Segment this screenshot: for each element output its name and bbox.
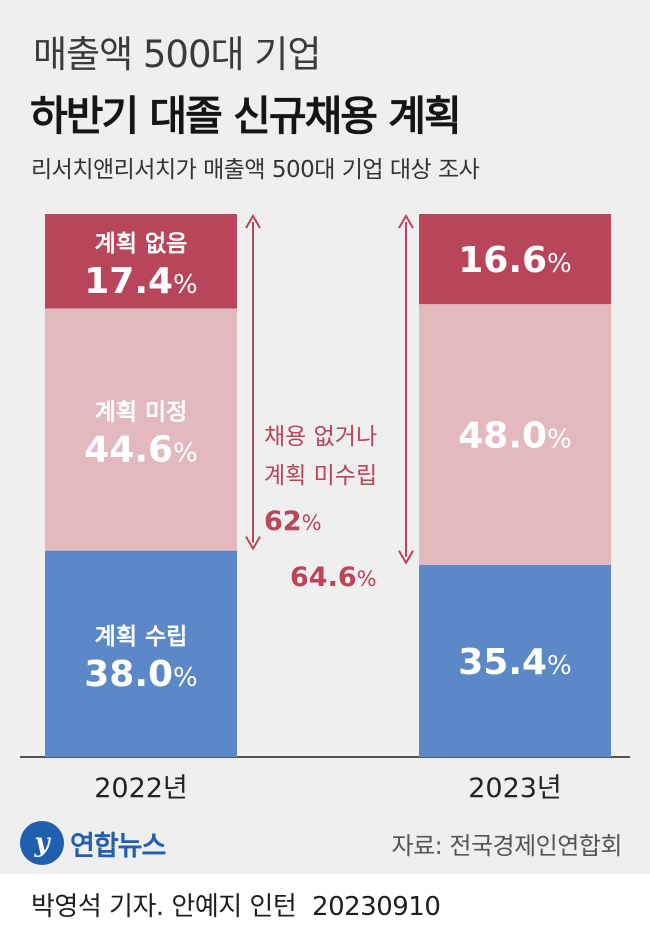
annotation-line1: 채용 없거나: [264, 424, 377, 450]
byline-date: 20230910: [312, 892, 441, 922]
bar-segment-1-2: [419, 564, 611, 757]
byline: 박영석 기자. 안예지 인턴 20230910: [31, 886, 441, 923]
arrow-2022-head-top: [245, 214, 261, 229]
bar-segment-3-1: [45, 214, 237, 309]
value-label-2023-3: 16.6%: [458, 240, 572, 281]
annotation-value-2023: 64.6%: [290, 562, 377, 593]
arrow-2023-head-bottom: [398, 550, 414, 565]
category-label-2: 2023년: [468, 773, 562, 804]
logo-text: 연합뉴스: [70, 830, 166, 862]
value-label-2022-3: 17.4%: [84, 261, 198, 302]
value-label-2022-2: 44.6%: [84, 430, 198, 471]
byline-author: 박영석 기자. 안예지 인턴: [31, 892, 297, 922]
annotation-line2: 계획 미수립: [264, 463, 377, 489]
source-text: 자료: 전국경제인연합회: [391, 832, 622, 860]
arrow-2023-head-top: [398, 214, 414, 229]
byline-bar: [0, 874, 650, 939]
value-label-2023-2: 48.0%: [458, 415, 572, 456]
bar-segment-3-2: [419, 214, 611, 305]
value-label-2022-1: 38.0%: [84, 654, 198, 695]
value-label-2023-1: 35.4%: [458, 642, 572, 683]
title-light: 매출액 500대 기업: [33, 33, 321, 76]
arrow-2022-head-bottom: [245, 536, 261, 551]
bar-segment-2-1: [45, 308, 237, 551]
stacked-bar-chart: 계획 수립 38.0% 계획 미정 44.6% 계획 없음 17.4% 2022년 35.4%…: [20, 214, 630, 804]
segment-label-3: 계획 없음: [95, 231, 188, 257]
segment-label-2: 계획 미정: [95, 400, 188, 426]
page-title: 하반기 대졸 신규채용 계획: [30, 92, 462, 140]
subtitle: 리서치앤리서치가 매출액 500대 기업 대상 조사: [31, 157, 480, 183]
bar-segment-1-1: [45, 550, 237, 757]
category-label-1: 2022년: [94, 773, 188, 804]
annotation-value-2022: 62%: [264, 506, 322, 537]
yonhap-logo-icon: y: [20, 821, 64, 865]
bar-segment-2-2: [419, 304, 611, 565]
segment-label-1: 계획 수립: [95, 624, 188, 650]
yonhap-logo: y 연합뉴스: [20, 818, 166, 868]
